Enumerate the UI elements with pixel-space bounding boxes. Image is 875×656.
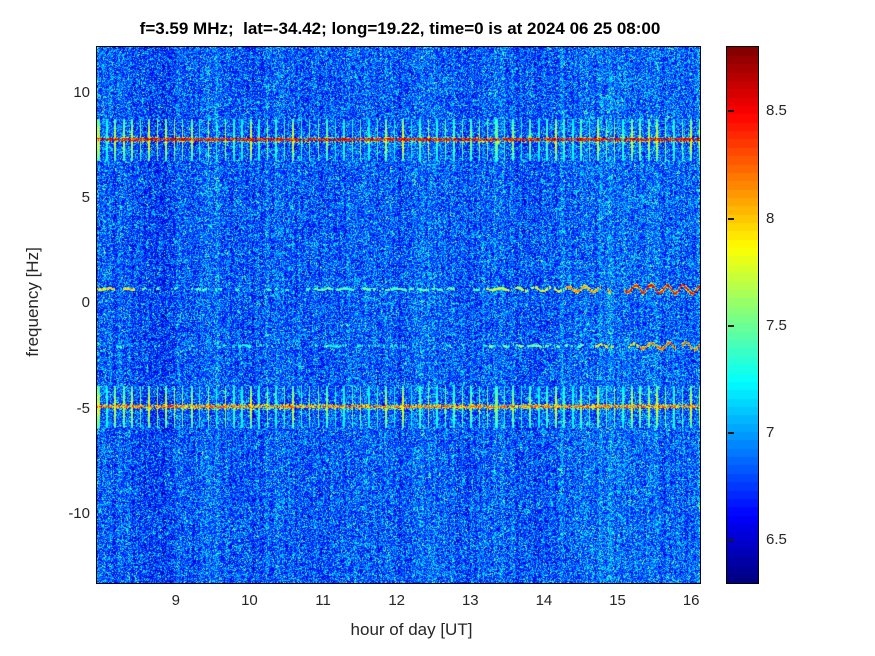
x-tick-label: 10 bbox=[241, 592, 258, 609]
spectrogram-canvas bbox=[96, 46, 701, 584]
colorbar-tick-mark bbox=[728, 110, 734, 113]
x-tick-label: 9 bbox=[171, 592, 180, 609]
y-tick-label: 10 bbox=[73, 84, 90, 102]
colorbar-tick-mark bbox=[728, 324, 734, 327]
x-tick-label: 13 bbox=[461, 592, 479, 609]
x-tick-label: 11 bbox=[315, 592, 331, 609]
y-tick-label: 0 bbox=[81, 294, 90, 312]
x-axis-label: hour of day [UT] bbox=[350, 620, 473, 639]
plot-title: f=3.59 MHz; lat=-34.42; long=19.22, time… bbox=[139, 19, 661, 38]
colorbar-tick-mark bbox=[728, 217, 734, 220]
colorbar-tick-label: 7.5 bbox=[766, 316, 787, 334]
y-axis-label: frequency [Hz] bbox=[23, 247, 42, 357]
y-tick-label: -5 bbox=[76, 399, 90, 417]
colorbar-tick-label: 7 bbox=[766, 423, 775, 441]
x-tick-label: 16 bbox=[682, 592, 700, 609]
x-tick-label: 12 bbox=[388, 592, 405, 609]
colorbar-tick-mark bbox=[728, 431, 734, 434]
x-tick-label: 14 bbox=[535, 592, 553, 609]
y-tick-label: -10 bbox=[68, 504, 90, 522]
colorbar-tick-label: 8 bbox=[766, 209, 775, 227]
colorbar-tick-label: 8.5 bbox=[766, 102, 787, 120]
colorbar-tick-mark bbox=[728, 539, 734, 542]
x-tick-label: 15 bbox=[609, 592, 626, 609]
y-tick-label: 5 bbox=[81, 189, 90, 207]
colorbar-canvas bbox=[726, 46, 759, 584]
colorbar-tick-label: 6.5 bbox=[766, 531, 787, 549]
